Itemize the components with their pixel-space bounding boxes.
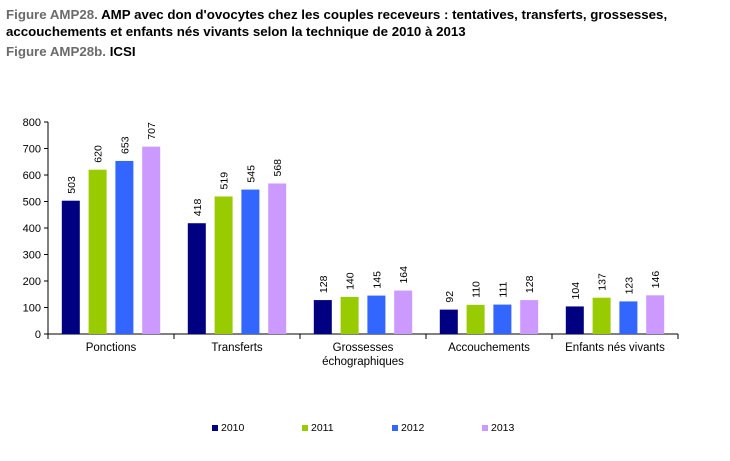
bar-2012 [115,160,134,334]
x-axis: Ponctions Transferts Grossesses échographiq… [47,333,679,368]
value-labels: 503 620 653 707 418 519 545 568 128 140 145 164 92 11… [66,122,662,303]
legend-item-2012: 2012 [392,422,425,434]
y-tick-label: 100 [23,303,41,315]
y-tick-label: 800 [23,117,41,129]
bar-2011 [592,297,611,334]
legend-item-2010: 2010 [212,422,245,434]
figure-subtitle-text: ICSI [109,44,136,59]
bar-2012 [493,304,512,334]
bar-value-label: 128 [524,275,536,293]
figure-title-text: AMP avec don d'ovocytes chez les couples… [6,7,668,39]
bar-value-label: 128 [318,275,330,293]
bar-value-label: 418 [192,199,204,217]
bar-2013 [520,300,539,334]
bar-2010 [439,309,458,334]
figure-title: Figure AMP28. AMP avec don d'ovocytes ch… [6,6,726,40]
bar-2013 [646,295,665,334]
bar-value-label: 653 [119,136,131,154]
figure-subtitle: Figure AMP28b. ICSI [6,43,726,60]
legend-label: 2013 [491,422,515,434]
bar-value-label: 503 [66,176,78,194]
bar-value-label: 620 [93,145,105,163]
legend-swatch [482,425,488,431]
y-tick-label: 700 [23,144,41,156]
bar-2010 [187,223,206,334]
y-tick-label: 300 [23,250,41,262]
x-category-label: Ponctions [86,342,137,354]
y-tick-label: 200 [23,276,41,288]
x-category-label: Enfants nés vivants [565,342,665,354]
y-tick-label: 500 [23,197,41,209]
bar-2013 [142,146,161,334]
y-tick-label: 400 [23,223,41,235]
legend-swatch [212,425,218,431]
bar-value-label: 145 [371,271,383,289]
bar-value-label: 92 [444,291,456,303]
legend-item-2011: 2011 [302,422,334,434]
x-category-label: échographiques [322,356,404,368]
bar-value-label: 137 [597,273,609,291]
legend-swatch [302,425,308,431]
bar-series-group [61,146,665,334]
bar-value-label: 123 [623,277,635,295]
figure-subtitle-label: Figure AMP28b. [6,44,106,59]
y-axis: 0 100 200 300 400 500 600 700 800 [23,117,49,341]
bar-2011 [214,196,233,334]
bar-2013 [394,290,413,334]
figure-title-block: Figure AMP28. AMP avec don d'ovocytes ch… [6,6,726,60]
legend: 2010 2011 2012 2013 [212,422,515,434]
legend-swatch [392,425,398,431]
bar-value-label: 140 [345,272,357,290]
bar-value-label: 110 [471,281,483,298]
x-category-label: Transferts [211,342,263,354]
bar-2010 [61,200,80,334]
x-category-label: Accouchements [448,342,530,354]
legend-label: 2012 [401,422,425,434]
legend-label: 2011 [311,422,334,434]
legend-label: 2010 [221,422,245,434]
bar-value-label: 146 [650,271,662,289]
bar-2011 [340,296,359,334]
bar-value-label: 104 [570,282,582,300]
bar-2013 [268,183,287,334]
bar-value-label: 164 [398,266,410,284]
bar-value-label: 519 [219,172,231,190]
x-category-label: Grossesses [333,342,394,354]
bar-value-label: 707 [146,122,158,140]
bar-value-label: 111 [497,281,509,297]
bar-2012 [619,301,638,334]
y-tick-label: 600 [23,170,41,182]
bar-2011 [466,304,485,334]
bar-2011 [88,169,107,334]
bar-value-label: 568 [272,159,284,177]
bar-2012 [367,295,386,334]
figure-title-label: Figure AMP28. [6,7,98,22]
bar-value-label: 545 [245,165,257,183]
bar-2010 [313,300,332,334]
legend-item-2013: 2013 [482,422,515,434]
bar-2012 [241,189,260,334]
y-tick-label: 0 [35,329,41,341]
bar-2010 [565,306,584,334]
